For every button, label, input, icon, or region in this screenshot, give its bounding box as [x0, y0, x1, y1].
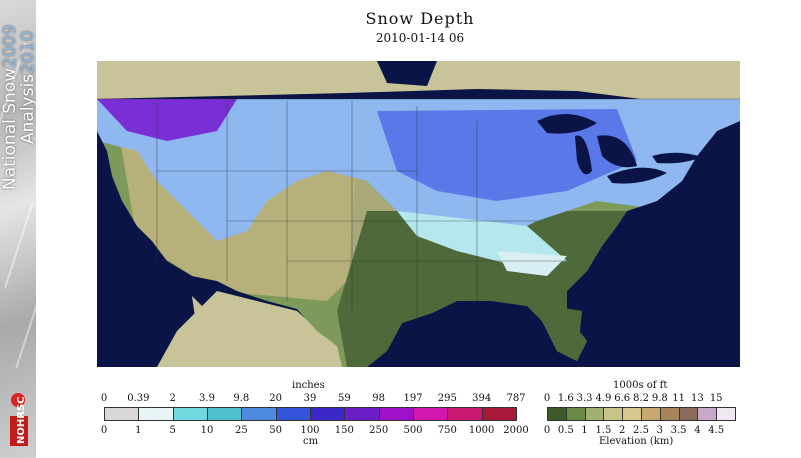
inches-unit-label: inches: [292, 380, 325, 391]
snow-depth-tick-label: 787: [506, 393, 526, 404]
elevation-tick-label: 4.5: [708, 425, 725, 436]
snow-depth-tick-label: 1000: [468, 425, 495, 436]
elevation-tick-label: 11: [672, 393, 685, 404]
snow-depth-tick-label: 9.8: [233, 393, 250, 404]
snow-depth-tick-label: 3.9: [199, 393, 215, 404]
snow-depth-tick-label: 1: [135, 425, 142, 436]
snow-depth-tick-label: 250: [369, 425, 389, 436]
elevation-tick-label: 0: [543, 425, 551, 436]
km-ticks: 0 0.5 1 1.5 2 2.5 3 3.5 4 4.5: [544, 425, 735, 437]
snow-depth-tick-label: 20: [269, 393, 283, 404]
cm-unit-label: cm: [303, 436, 319, 447]
elevation-swatch: [641, 407, 661, 421]
elevation-tick-label: 15: [709, 393, 723, 404]
elevation-swatch: [716, 407, 736, 421]
snow-depth-tick-label: 0.39: [127, 393, 150, 404]
snow-depth-swatch: [172, 407, 208, 421]
feet-unit-label: 1000s of ft: [613, 380, 668, 391]
elevation-tick-label: 1.5: [595, 425, 612, 436]
snow-color-scale: [104, 407, 517, 421]
elevation-tick-label: 4.9: [595, 393, 612, 404]
elevation-swatch: [622, 407, 642, 421]
cm-ticks: 0 1 5 10 25 50 100 150 250 500 750 1000 2000: [101, 425, 529, 437]
snow-depth-swatch: [138, 407, 174, 421]
inches-ticks: 0 0.39 2 3.9 9.8 20 39 59 98 197 295 394 787: [101, 393, 526, 405]
snow-depth-tick-label: 50: [269, 425, 283, 436]
snow-depth-swatch: [378, 407, 414, 421]
sidebar-banner: National Snow2009 Analysis2010 NOHRSC: [0, 0, 36, 458]
km-unit-label: Elevation (km): [599, 436, 674, 447]
snow-depth-tick-label: 39: [303, 393, 317, 404]
elevation-tick-label: 8.2: [633, 393, 649, 404]
elevation-swatch: [565, 407, 586, 421]
snow-depth-tick-label: 10: [200, 425, 214, 436]
snow-depth-swatch: [413, 407, 449, 421]
map-title: Snow Depth: [365, 9, 475, 28]
snow-depth-swatch: [310, 407, 346, 421]
snow-depth-tick-label: 2000: [503, 425, 529, 436]
map-date: 2010-01-14 06: [375, 31, 465, 45]
elevation-tick-label: 2: [619, 425, 626, 436]
elevation-swatch: [584, 407, 605, 421]
elevation-tick-label: 9.8: [651, 393, 668, 404]
elevation-tick-label: 3: [656, 425, 663, 436]
sidebar-title-line1: National Snow2009: [0, 24, 20, 190]
elevation-tick-label: 6.6: [614, 393, 631, 404]
snow-depth-swatch: [447, 407, 483, 421]
snow-depth-swatch: [275, 407, 311, 421]
elevation-tick-label: 13: [691, 393, 704, 404]
elevation-swatch: [603, 407, 624, 421]
snow-depth-tick-label: 197: [403, 393, 423, 404]
sidebar-title-line2: Analysis2010: [18, 30, 36, 144]
snow-depth-swatch: [207, 407, 243, 421]
elevation-swatch: [659, 407, 680, 421]
elevation-tick-label: 3.5: [670, 425, 687, 436]
elevation-swatch: [547, 407, 567, 421]
snow-depth-swatch: [241, 407, 277, 421]
snow-depth-tick-label: 500: [403, 425, 423, 436]
snow-depth-tick-label: 750: [437, 425, 457, 436]
elevation-tick-label: 1: [581, 425, 588, 436]
snow-depth-swatch: [344, 407, 380, 421]
snow-depth-swatch: [481, 407, 517, 421]
snow-depth-map: [97, 61, 740, 367]
snow-depth-tick-label: 59: [337, 393, 351, 404]
snow-map-svg: [97, 61, 740, 367]
snow-depth-legend: inches 0 0.39 2 3.9 9.8 20 39 59 98 197 295 394 787 …: [101, 380, 529, 447]
snow-depth-tick-label: 25: [234, 425, 248, 436]
snow-depth-swatch: [104, 407, 140, 421]
elevation-tick-label: 1.6: [557, 393, 574, 404]
snow-depth-tick-label: 5: [169, 425, 176, 436]
feet-ticks: 0 1.6 3.3 4.9 6.6 8.2 9.8 11 13 15: [544, 393, 735, 405]
snow-depth-tick-label: 394: [472, 393, 492, 404]
snow-depth-tick-label: 2: [169, 393, 176, 404]
svg-text:NOHRSC: NOHRSC: [16, 397, 27, 444]
elevation-tick-label: 3.3: [576, 393, 593, 404]
nohrsc-logo: NOHRSC: [10, 393, 28, 446]
snow-depth-tick-label: 100: [300, 425, 320, 436]
snow-depth-tick-label: 150: [334, 425, 354, 436]
elevation-color-scale: [547, 407, 736, 421]
snow-depth-tick-label: 98: [372, 393, 386, 404]
elevation-tick-label: 0: [543, 393, 551, 404]
snow-depth-tick-label: 0: [100, 425, 108, 436]
elevation-tick-label: 0.5: [557, 425, 574, 436]
snow-depth-tick-label: 295: [437, 393, 457, 404]
elevation-swatch: [697, 407, 718, 421]
elevation-tick-label: 2.5: [633, 425, 649, 436]
snow-depth-tick-label: 0: [100, 393, 108, 404]
elevation-tick-label: 4: [694, 425, 701, 436]
elevation-swatch: [678, 407, 699, 421]
